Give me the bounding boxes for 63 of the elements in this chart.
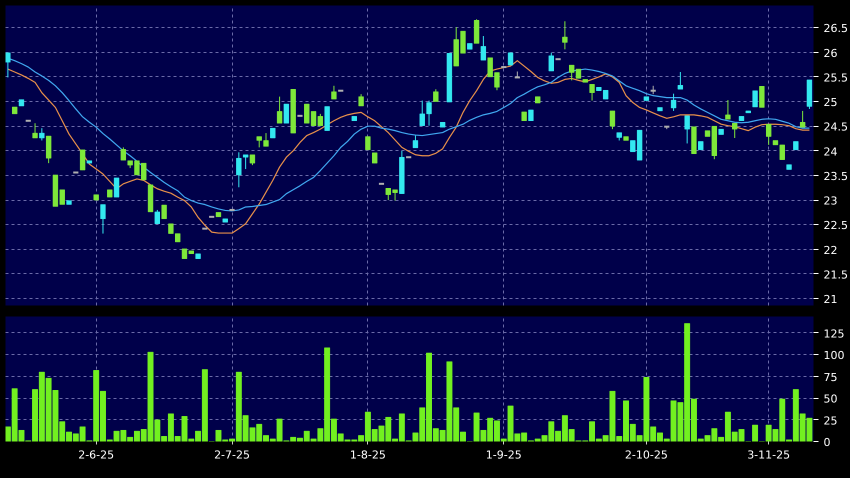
candlestick xyxy=(725,100,731,120)
candlestick xyxy=(358,94,364,106)
candlestick xyxy=(236,152,242,188)
y-tick-label: 25 xyxy=(824,96,838,110)
candlestick xyxy=(732,122,738,139)
y-tick-label: 75 xyxy=(824,370,838,384)
candlestick xyxy=(670,93,676,112)
candlestick xyxy=(120,146,126,161)
candlestick xyxy=(365,136,371,150)
candlestick xyxy=(752,90,758,108)
candlestick xyxy=(6,52,11,78)
candlestick xyxy=(284,104,290,124)
candlestick xyxy=(331,85,337,100)
candlestick xyxy=(508,52,514,66)
candlestick xyxy=(528,109,534,122)
x-tick-label: 1-9-25 xyxy=(486,448,522,462)
y-tick-label: 26.5 xyxy=(824,22,848,36)
candlestick xyxy=(678,72,684,90)
candlestick xyxy=(100,204,106,234)
candlestick xyxy=(610,110,616,130)
candlestick xyxy=(32,122,38,139)
x-tick-label: 1-8-25 xyxy=(350,448,386,462)
candlestick xyxy=(766,124,772,146)
candlestick xyxy=(474,18,480,44)
candlestick xyxy=(562,20,568,50)
candlestick xyxy=(759,86,765,108)
candlestick xyxy=(412,135,418,148)
candlestick xyxy=(80,149,86,171)
candlestick xyxy=(684,115,690,144)
y-tick-label: 25.5 xyxy=(824,71,848,84)
y-tick-label: 22 xyxy=(824,244,838,257)
y-tick-label: 125 xyxy=(824,327,844,340)
candlestick xyxy=(276,96,282,124)
y-tick-label: 21 xyxy=(824,293,838,306)
y-tick-label: 0 xyxy=(824,436,830,449)
x-tick-label: 2-10-25 xyxy=(624,448,668,462)
y-tick-label: 23.5 xyxy=(824,170,848,183)
candlestick xyxy=(433,88,439,102)
y-tick-label: 50 xyxy=(824,392,838,406)
candlestick xyxy=(154,209,160,224)
y-tick-label: 24.5 xyxy=(824,120,848,134)
y-tick-label: 22.5 xyxy=(824,219,848,232)
y-tick-label: 25 xyxy=(824,414,838,428)
x-tick-label: 3-11-25 xyxy=(747,448,790,462)
y-tick-label: 23 xyxy=(824,194,838,208)
candlestick xyxy=(46,136,52,164)
candlestick xyxy=(589,84,595,102)
y-tick-label: 26 xyxy=(824,46,838,60)
candlestick xyxy=(372,152,378,164)
candlestick xyxy=(270,128,276,139)
candlestick xyxy=(548,52,554,72)
candlestick xyxy=(161,204,167,220)
candlestick xyxy=(39,128,45,141)
candlestick xyxy=(250,154,256,166)
y-tick-label: 24 xyxy=(824,145,838,158)
x-tick-label: 2-6-25 xyxy=(78,448,114,462)
x-tick-label: 2-7-25 xyxy=(214,448,250,462)
y-tick-label: 21.5 xyxy=(824,268,848,282)
candlestick xyxy=(480,36,486,61)
candlestick xyxy=(114,177,120,198)
candlestick xyxy=(242,154,248,170)
candlestick xyxy=(800,110,806,128)
y-tick-label: 100 xyxy=(824,349,844,362)
